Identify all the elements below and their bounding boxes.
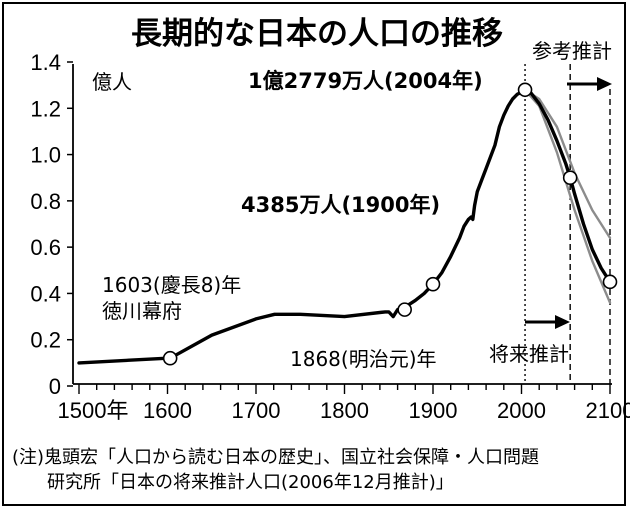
data-markers <box>162 82 618 366</box>
data-point-marker <box>517 82 533 98</box>
data-point-marker <box>425 276 441 292</box>
y-axis-ticks: 0 0.2 0.4 0.6 0.8 1.0 1.2 1.4 <box>30 50 73 399</box>
data-point-marker <box>562 170 578 186</box>
reference-estimate-line <box>523 88 612 304</box>
annotation-peak: 1億2779万人(2004年) <box>248 69 483 93</box>
source-note-line1: (注)鬼頭宏「人口から読む日本の歴史」、国立社会保障・人口問題 <box>12 447 539 468</box>
y-tick-label: 0.4 <box>30 281 61 306</box>
data-point-marker <box>162 350 178 366</box>
source-note-line2: 研究所「日本の将来推計人口(2006年12月推計)」 <box>47 472 454 493</box>
x-tick-label: 1700 <box>232 398 281 423</box>
future-estimate-arrow <box>525 315 570 329</box>
annotation-1900: 4385万人(1900年) <box>241 193 440 217</box>
population-line <box>77 88 612 365</box>
chart-title: 長期的な日本の人口の推移 <box>131 16 503 52</box>
y-tick-label: 1.0 <box>30 143 61 168</box>
y-tick-label: 1.2 <box>30 96 61 121</box>
annotation-edo-year: 1603(慶長8)年 <box>102 273 241 297</box>
annotation-future-estimate: 将来推計 <box>489 342 569 366</box>
x-tick-label: 1600 <box>143 398 192 423</box>
x-axis-ticks: 1500年 1600 1700 1800 1900 2000 2100 <box>58 384 630 423</box>
data-point-marker <box>397 302 412 317</box>
y-tick-label: 0.2 <box>30 328 61 353</box>
y-tick-label: 0.8 <box>30 189 61 214</box>
y-tick-label: 0.6 <box>30 235 61 260</box>
y-axis-unit-label: 億人 <box>92 70 132 94</box>
x-tick-label: 2100 <box>586 398 630 423</box>
reference-estimate-line <box>523 88 612 240</box>
projection-lines <box>524 64 611 384</box>
y-tick-label: 1.4 <box>30 50 61 75</box>
x-tick-label: 1800 <box>320 398 369 423</box>
reference-estimate-arrow <box>567 77 612 91</box>
x-tick-label: 1900 <box>409 398 458 423</box>
x-tick-label: 2000 <box>497 398 546 423</box>
y-tick-label: 0 <box>49 374 61 399</box>
data-point-marker <box>602 274 618 290</box>
annotation-edo-shogunate: 徳川幕府 <box>102 299 182 323</box>
x-tick-label: 1500年 <box>58 398 129 423</box>
annotation-reference-estimate: 参考推計 <box>532 39 612 63</box>
annotation-meiji: 1868(明治元)年 <box>290 347 437 371</box>
population-chart: 長期的な日本の人口の推移 億人 0 0.2 0.4 0.6 0.8 1.0 1.2 1.4 1… <box>12 16 630 493</box>
